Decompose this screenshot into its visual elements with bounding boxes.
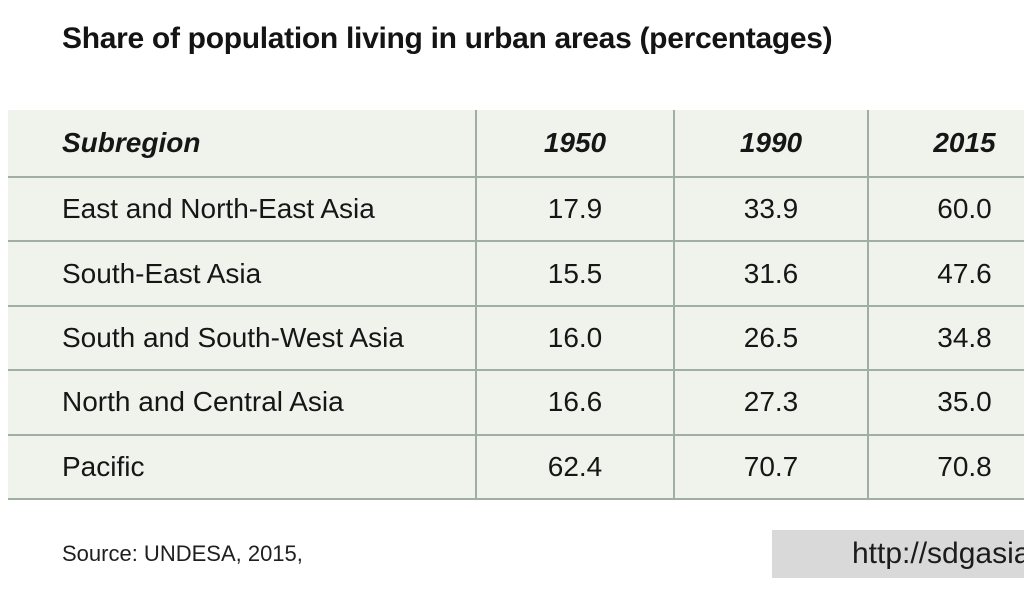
- source-note: Source: UNDESA, 2015,: [62, 541, 303, 566]
- url-watermark-box: http://sdgasia: [772, 530, 1024, 578]
- cell-value: 27.3: [673, 371, 867, 434]
- cell-value: 62.4: [475, 435, 673, 498]
- column-header-1950: 1950: [475, 110, 673, 176]
- cell-subregion: Pacific: [62, 450, 145, 482]
- cell-subregion: South and South-West Asia: [62, 321, 404, 353]
- table-row: East and North-East Asia 17.9 33.9 60.0: [8, 178, 1024, 243]
- table-row: North and Central Asia 16.6 27.3 35.0: [8, 371, 1024, 436]
- column-header-1990: 1990: [673, 110, 867, 176]
- table-row: South and South-West Asia 16.0 26.5 34.8: [8, 306, 1024, 372]
- cell-subregion: North and Central Asia: [62, 386, 344, 418]
- cell-value: 31.6: [673, 242, 867, 305]
- cell-subregion: East and North-East Asia: [62, 193, 375, 225]
- cell-subregion: South-East Asia: [62, 257, 262, 289]
- cell-value: 47.6: [867, 242, 1024, 305]
- urban-population-table: Subregion 1950 1990 2015 East and North-…: [8, 110, 1024, 500]
- table-body: East and North-East Asia 17.9 33.9 60.0 Sout…: [8, 178, 1024, 500]
- cell-value: 70.7: [673, 435, 867, 498]
- cell-value: 26.5: [673, 306, 867, 370]
- table-row: Pacific 62.4 70.7 70.8: [8, 435, 1024, 500]
- cell-value: 17.9: [475, 178, 673, 241]
- cell-value: 33.9: [673, 178, 867, 241]
- cell-value: 60.0: [867, 178, 1024, 241]
- cell-value: 16.6: [475, 371, 673, 434]
- cell-value: 70.8: [867, 435, 1024, 498]
- cell-value: 35.0: [867, 371, 1024, 434]
- cell-value: 15.5: [475, 242, 673, 305]
- table-row: South-East Asia 15.5 31.6 47.6: [8, 242, 1024, 307]
- column-header-2015: 2015: [867, 110, 1024, 176]
- column-header-subregion: Subregion: [62, 127, 201, 158]
- url-watermark-text: http://sdgasia: [852, 537, 1024, 570]
- page-title: Share of population living in urban area…: [62, 22, 833, 55]
- cell-value: 34.8: [867, 306, 1024, 370]
- table-header-row: Subregion 1950 1990 2015: [8, 110, 1024, 178]
- cell-value: 16.0: [475, 306, 673, 370]
